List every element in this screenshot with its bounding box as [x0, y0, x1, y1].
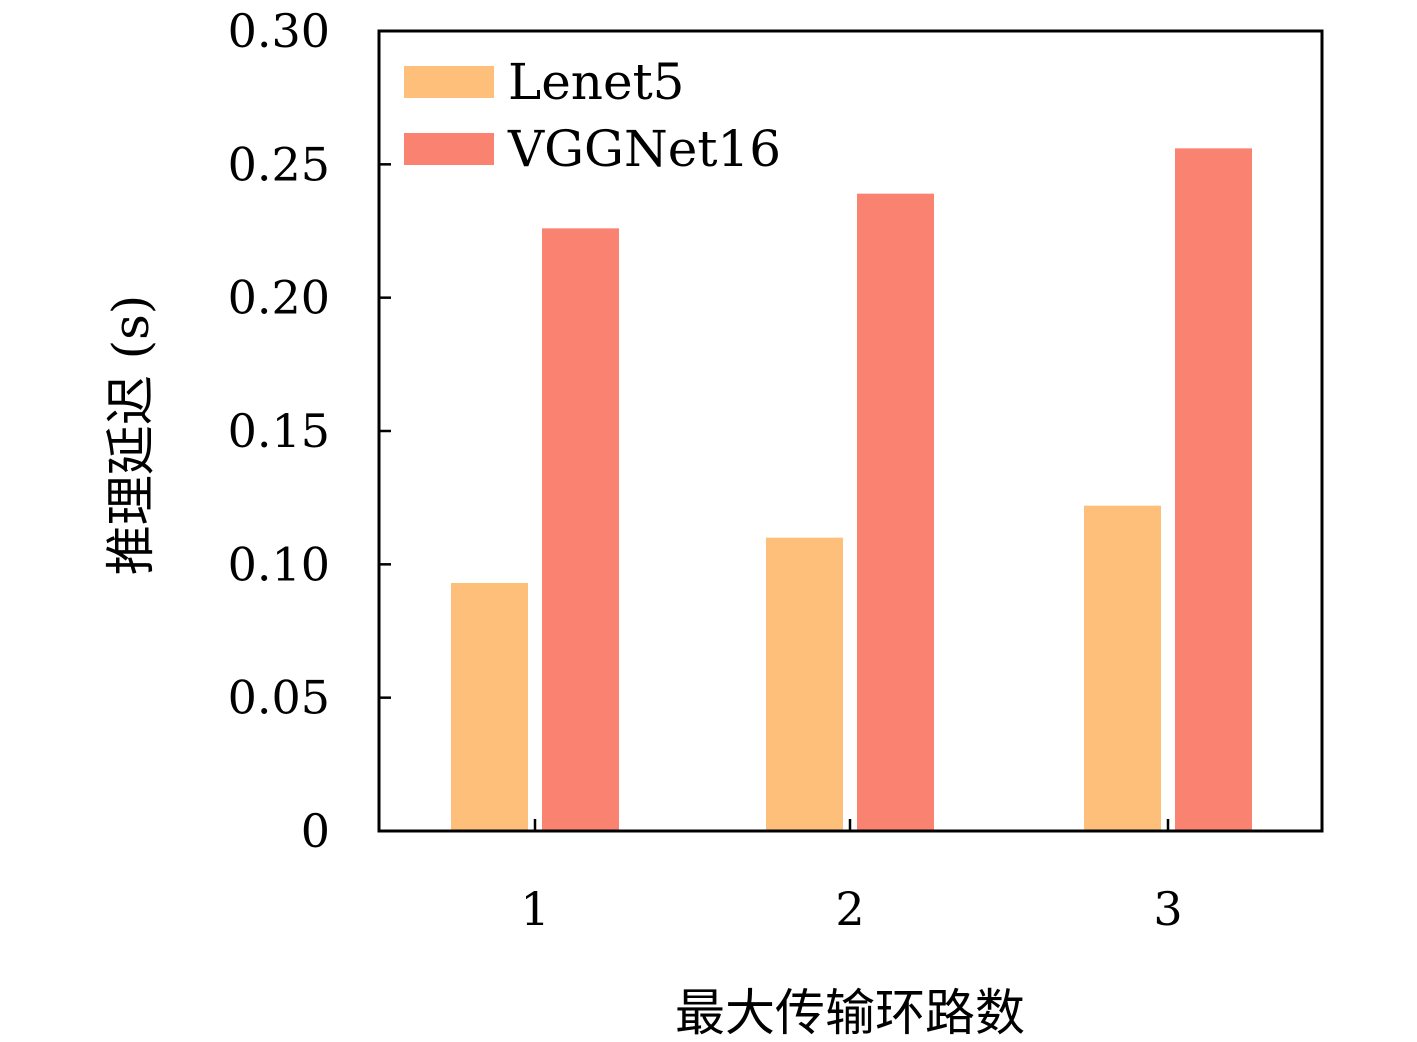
bar-Lenet5-2: [766, 537, 843, 831]
x-tick-label: 2: [835, 882, 864, 936]
bars-group: [451, 148, 1252, 832]
x-tick-label: 3: [1153, 882, 1182, 936]
bar-VGGNet16-3: [1175, 148, 1252, 832]
x-tick-label: 1: [520, 882, 549, 936]
bar-Lenet5-3: [1084, 505, 1161, 831]
legend: Lenet5 VGGNet16: [404, 53, 781, 178]
y-tick-label: 0.05: [228, 671, 330, 725]
y-axis: 0 0.05 0.10 0.15 0.20 0.25 0.30: [228, 4, 391, 858]
bar-VGGNet16-2: [857, 193, 934, 831]
y-tick-label: 0.10: [228, 537, 330, 591]
y-tick-label: 0.20: [228, 271, 330, 325]
x-axis: 1 2 3: [520, 819, 1183, 936]
legend-label-VGGNet16: VGGNet16: [507, 120, 781, 178]
x-axis-label: 最大传输环路数: [675, 984, 1025, 1042]
bar-VGGNet16-1: [542, 228, 619, 832]
y-tick-label: 0.30: [228, 4, 330, 58]
legend-swatch-VGGNet16: [404, 133, 494, 165]
y-axis-label: 推理延迟 (s): [102, 295, 160, 576]
y-tick-label: 0.25: [228, 137, 330, 191]
y-tick-label: 0.15: [228, 404, 330, 458]
y-tick-label: 0: [301, 804, 330, 858]
bar-Lenet5-1: [451, 583, 528, 831]
legend-label-Lenet5: Lenet5: [508, 53, 685, 111]
legend-swatch-Lenet5: [404, 66, 494, 98]
